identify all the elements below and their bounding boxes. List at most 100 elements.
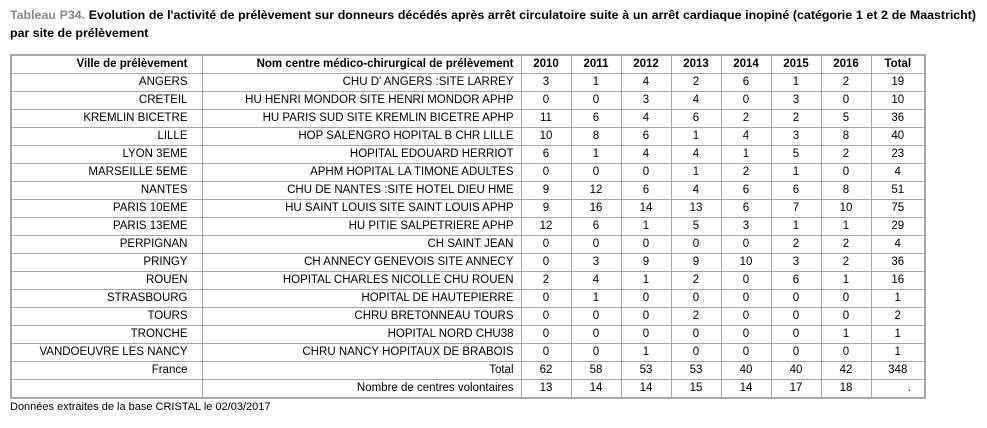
- table-row: MARSEILLE 5EME APHM HOPITAL LA TIMONE ADU…: [10, 163, 926, 182]
- ville-cell: PARIS 10EME: [10, 199, 203, 218]
- table-number-label: Tableau P34.: [10, 8, 86, 22]
- value-cell: 14: [620, 199, 672, 218]
- table-row: STRASBOURG HOPITAL DE HAUTEPIERRE 0 1 0 0 0 0 0 1: [10, 289, 926, 308]
- value-cell: 53: [670, 361, 722, 380]
- value-cell: 0: [520, 343, 572, 362]
- centre-cell: CH ANNECY GENEVOIS SITE ANNECY: [201, 253, 522, 272]
- centre-cell: CHRU BRETONNEAU TOURS: [201, 307, 522, 326]
- value-cell: 40: [770, 361, 822, 380]
- value-cell: 51: [870, 181, 926, 200]
- value-cell: 11: [520, 109, 572, 128]
- value-cell: 6: [520, 145, 572, 164]
- value-cell: 1: [770, 73, 822, 92]
- value-cell: 0: [720, 325, 772, 344]
- centre-cell: HU PITIE SALPETRIERE APHP: [201, 217, 522, 236]
- value-cell: 0: [570, 343, 622, 362]
- value-cell: 19: [870, 73, 926, 92]
- ville-cell: PARIS 13EME: [10, 217, 203, 236]
- col-header-2015: 2015: [770, 54, 822, 74]
- table-body: ANGERS CHU D' ANGERS :SITE LARREY 3 1 4 2 6 1 2 1…: [10, 73, 926, 399]
- value-cell: 6: [620, 127, 672, 146]
- value-cell: 0: [570, 91, 622, 110]
- value-cell: 10: [820, 199, 872, 218]
- value-cell: .: [870, 379, 926, 399]
- col-header-ville: Ville de prélèvement: [10, 54, 203, 74]
- value-cell: 1: [670, 163, 722, 182]
- table-row: KREMLIN BICETRE HU PARIS SUD SITE KREMLIN…: [10, 109, 926, 128]
- value-cell: 1: [770, 163, 822, 182]
- table-row: LILLE HOP SALENGRO HOPITAL B CHR LILLE 10 8…: [10, 127, 926, 146]
- value-cell: 8: [570, 127, 622, 146]
- ville-cell: ROUEN: [10, 271, 203, 290]
- source-note: Données extraites de la base CRISTAL le …: [10, 401, 271, 413]
- value-cell: 23: [870, 145, 926, 164]
- centre-cell: CH SAINT JEAN: [201, 235, 522, 254]
- centre-cell: HOPITAL DE HAUTEPIERRE: [201, 289, 522, 308]
- value-cell: 42: [820, 361, 872, 380]
- table-row: TOURS CHRU BRETONNEAU TOURS 0 0 0 2 0 0 0 2: [10, 307, 926, 326]
- centre-cell: CHU DE NANTES :SITE HOTEL DIEU HME: [201, 181, 522, 200]
- ville-cell: NANTES: [10, 181, 203, 200]
- value-cell: 0: [620, 163, 672, 182]
- value-cell: 0: [720, 91, 772, 110]
- value-cell: 0: [670, 235, 722, 254]
- table-row: PERPIGNAN CH SAINT JEAN 0 0 0 0 0 2 2 4: [10, 235, 926, 254]
- centre-cell: HOPITAL NORD CHU38: [201, 325, 522, 344]
- value-cell: 0: [670, 343, 722, 362]
- value-cell: 1: [870, 289, 926, 308]
- value-cell: 0: [670, 289, 722, 308]
- ville-cell: VANDOEUVRE LES NANCY: [10, 343, 203, 362]
- value-cell: 0: [820, 91, 872, 110]
- value-cell: 6: [720, 181, 772, 200]
- table-row: LYON 3EME HOPITAL EDOUARD HERRIOT 6 1 4 4 1 5 2 2…: [10, 145, 926, 164]
- value-cell: 4: [620, 109, 672, 128]
- value-cell: 5: [670, 217, 722, 236]
- table-row: PRINGY CH ANNECY GENEVOIS SITE ANNECY 0 3 9 9…: [10, 253, 926, 272]
- value-cell: 75: [870, 199, 926, 218]
- value-cell: 14: [570, 379, 622, 399]
- value-cell: 36: [870, 109, 926, 128]
- value-cell: 5: [770, 145, 822, 164]
- ville-cell: France: [10, 361, 203, 380]
- centre-cell: HOPITAL EDOUARD HERRIOT: [201, 145, 522, 164]
- value-cell: 2: [770, 109, 822, 128]
- value-cell: 13: [520, 379, 572, 399]
- value-cell: 6: [670, 109, 722, 128]
- value-cell: 1: [570, 145, 622, 164]
- value-cell: 0: [570, 163, 622, 182]
- value-cell: 0: [570, 325, 622, 344]
- value-cell: 4: [670, 181, 722, 200]
- table-row: PARIS 13EME HU PITIE SALPETRIERE APHP 12 6 1…: [10, 217, 926, 236]
- ville-cell: ANGERS: [10, 73, 203, 92]
- value-cell: 6: [570, 217, 622, 236]
- col-header-2012: 2012: [620, 54, 672, 74]
- value-cell: 9: [620, 253, 672, 272]
- value-cell: 0: [520, 91, 572, 110]
- centre-cell: HU PARIS SUD SITE KREMLIN BICETRE APHP: [201, 109, 522, 128]
- value-cell: 3: [770, 127, 822, 146]
- value-cell: 10: [870, 91, 926, 110]
- centre-cell: APHM HOPITAL LA TIMONE ADULTES: [201, 163, 522, 182]
- value-cell: 12: [520, 217, 572, 236]
- ville-cell: TOURS: [10, 307, 203, 326]
- value-cell: 0: [770, 343, 822, 362]
- value-cell: 17: [770, 379, 822, 399]
- centre-cell: HU HENRI MONDOR SITE HENRI MONDOR APHP: [201, 91, 522, 110]
- value-cell: 3: [620, 91, 672, 110]
- volunteer-centers-row: Nombre de centres volontaires 13 14 14 15 14 1…: [10, 379, 926, 399]
- value-cell: 2: [670, 271, 722, 290]
- value-cell: 18: [820, 379, 872, 399]
- centre-cell: CHU D' ANGERS :SITE LARREY: [201, 73, 522, 92]
- value-cell: 2: [720, 163, 772, 182]
- value-cell: 3: [720, 217, 772, 236]
- value-cell: 29: [870, 217, 926, 236]
- value-cell: 1: [820, 217, 872, 236]
- table-row: TRONCHE HOPITAL NORD CHU38 0 0 0 0 0 0 1 1: [10, 325, 926, 344]
- ville-cell: [10, 379, 203, 399]
- value-cell: 4: [620, 73, 672, 92]
- centre-cell: Nombre de centres volontaires: [201, 379, 522, 399]
- ville-cell: TRONCHE: [10, 325, 203, 344]
- ville-cell: MARSEILLE 5EME: [10, 163, 203, 182]
- ville-cell: LILLE: [10, 127, 203, 146]
- value-cell: 1: [570, 289, 622, 308]
